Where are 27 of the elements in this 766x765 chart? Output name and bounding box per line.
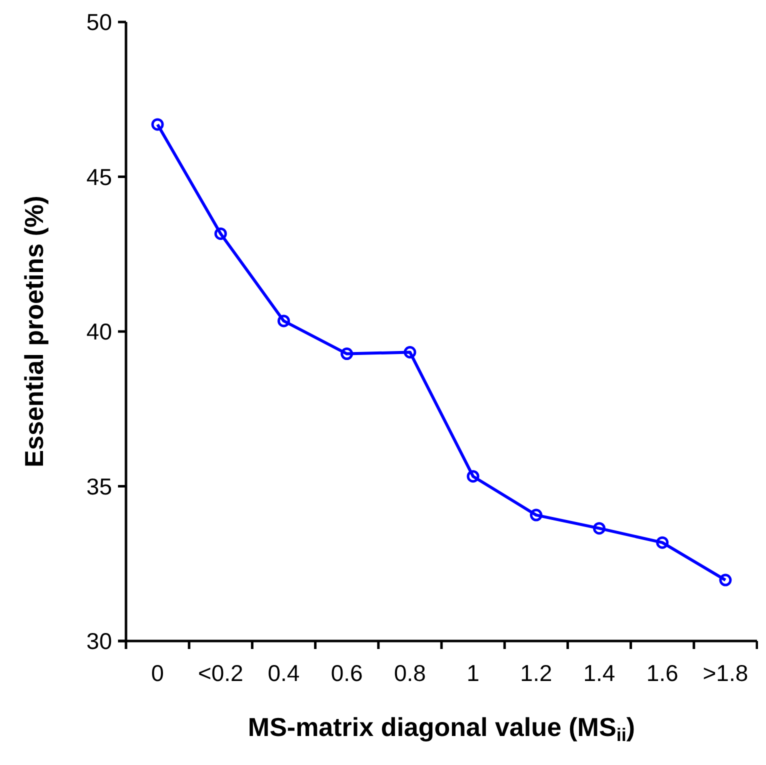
point bbox=[151, 118, 164, 131]
point bbox=[466, 470, 480, 483]
x-tick-label: >1.8 bbox=[702, 660, 748, 686]
point bbox=[278, 314, 290, 328]
x-tick-label: 0 bbox=[151, 660, 164, 686]
x-tick-label: 1 bbox=[466, 660, 480, 686]
point bbox=[404, 346, 416, 358]
x-tick-label: 0.4 bbox=[268, 660, 300, 686]
point bbox=[656, 536, 669, 549]
point bbox=[719, 574, 732, 586]
y-axis-title: Essential proetins (%) bbox=[19, 196, 49, 468]
point bbox=[214, 227, 227, 240]
y-tick-label: 45 bbox=[86, 164, 112, 190]
x-tick-label: 1.6 bbox=[646, 660, 678, 686]
x-tick-label: 1.2 bbox=[520, 660, 552, 686]
x-tick-label: 0.8 bbox=[394, 660, 426, 686]
y-tick-label: 50 bbox=[86, 9, 112, 36]
x-tick-label: <0.2 bbox=[198, 660, 244, 686]
x-axis-title: MS-matrix diagonal value (MS$_{ii}$) bbox=[248, 712, 636, 744]
x-tick-label: 0.6 bbox=[330, 660, 363, 686]
y-tick-label: 40 bbox=[86, 318, 112, 345]
point bbox=[593, 522, 606, 535]
y-tick-label: 30 bbox=[86, 628, 112, 654]
point bbox=[340, 348, 354, 360]
point bbox=[530, 508, 542, 522]
y-tick-label: 35 bbox=[86, 473, 112, 500]
x-tick-label: 1.4 bbox=[583, 660, 616, 686]
